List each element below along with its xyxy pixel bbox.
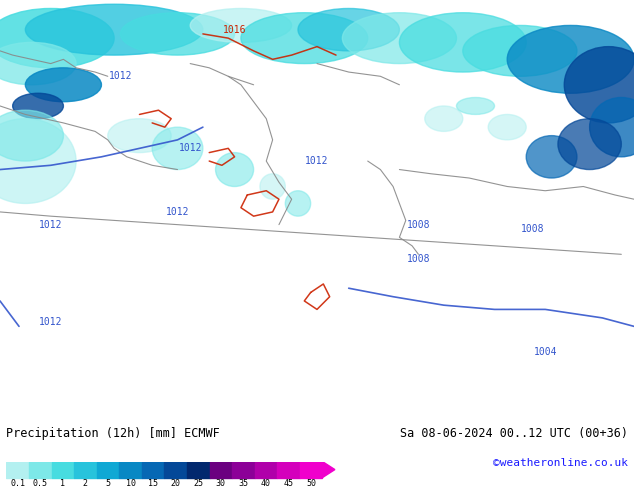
Text: 0.1: 0.1 xyxy=(10,479,25,488)
Ellipse shape xyxy=(108,119,171,152)
Bar xyxy=(74,462,96,478)
Ellipse shape xyxy=(260,174,285,199)
Bar xyxy=(6,462,29,478)
Text: 50: 50 xyxy=(306,479,316,488)
Text: 40: 40 xyxy=(261,479,271,488)
Text: 15: 15 xyxy=(148,479,158,488)
Bar xyxy=(232,462,255,478)
Bar xyxy=(255,462,277,478)
Text: 10: 10 xyxy=(126,479,136,488)
Text: 5: 5 xyxy=(105,479,110,488)
Bar xyxy=(29,462,51,478)
Text: 1012: 1012 xyxy=(178,144,202,153)
Text: 1008: 1008 xyxy=(521,224,545,234)
Ellipse shape xyxy=(25,4,203,55)
Ellipse shape xyxy=(298,8,399,51)
Bar xyxy=(187,462,210,478)
Bar xyxy=(142,462,164,478)
Bar xyxy=(119,462,142,478)
Ellipse shape xyxy=(25,68,101,102)
Ellipse shape xyxy=(425,106,463,131)
Ellipse shape xyxy=(488,115,526,140)
Ellipse shape xyxy=(241,13,368,64)
Bar xyxy=(277,462,300,478)
Ellipse shape xyxy=(342,13,456,64)
Ellipse shape xyxy=(0,43,76,85)
Text: Sa 08-06-2024 00..12 UTC (00+36): Sa 08-06-2024 00..12 UTC (00+36) xyxy=(399,427,628,440)
Bar xyxy=(210,462,232,478)
Ellipse shape xyxy=(590,98,634,157)
Ellipse shape xyxy=(285,191,311,216)
Text: 1012: 1012 xyxy=(39,220,63,230)
Bar xyxy=(300,462,323,478)
Ellipse shape xyxy=(0,110,63,161)
Ellipse shape xyxy=(558,119,621,170)
Text: 1012: 1012 xyxy=(305,156,329,166)
Ellipse shape xyxy=(120,13,235,55)
Ellipse shape xyxy=(463,25,577,76)
Text: 1: 1 xyxy=(60,479,65,488)
Text: 0.5: 0.5 xyxy=(33,479,48,488)
Bar xyxy=(96,462,119,478)
Text: 45: 45 xyxy=(283,479,294,488)
Text: 1012: 1012 xyxy=(165,207,190,217)
Ellipse shape xyxy=(152,127,203,170)
Text: 1004: 1004 xyxy=(533,347,557,357)
Ellipse shape xyxy=(456,98,495,115)
Ellipse shape xyxy=(0,8,114,68)
Polygon shape xyxy=(323,462,335,478)
Text: 20: 20 xyxy=(171,479,181,488)
Ellipse shape xyxy=(526,136,577,178)
Bar xyxy=(164,462,187,478)
Text: 1016: 1016 xyxy=(223,24,247,35)
Text: ©weatheronline.co.uk: ©weatheronline.co.uk xyxy=(493,458,628,468)
Text: 1008: 1008 xyxy=(406,253,430,264)
Text: 1008: 1008 xyxy=(406,220,430,230)
Ellipse shape xyxy=(190,8,292,43)
Ellipse shape xyxy=(0,119,76,203)
Text: 2: 2 xyxy=(83,479,88,488)
Ellipse shape xyxy=(399,13,526,72)
Text: 1012: 1012 xyxy=(108,71,133,81)
Text: 1012: 1012 xyxy=(39,317,63,327)
Ellipse shape xyxy=(564,47,634,123)
Text: 30: 30 xyxy=(216,479,226,488)
Text: Precipitation (12h) [mm] ECMWF: Precipitation (12h) [mm] ECMWF xyxy=(6,427,220,440)
Text: 35: 35 xyxy=(238,479,249,488)
Ellipse shape xyxy=(216,152,254,187)
Text: 25: 25 xyxy=(193,479,204,488)
Bar xyxy=(51,462,74,478)
Ellipse shape xyxy=(507,25,634,93)
Ellipse shape xyxy=(13,93,63,119)
